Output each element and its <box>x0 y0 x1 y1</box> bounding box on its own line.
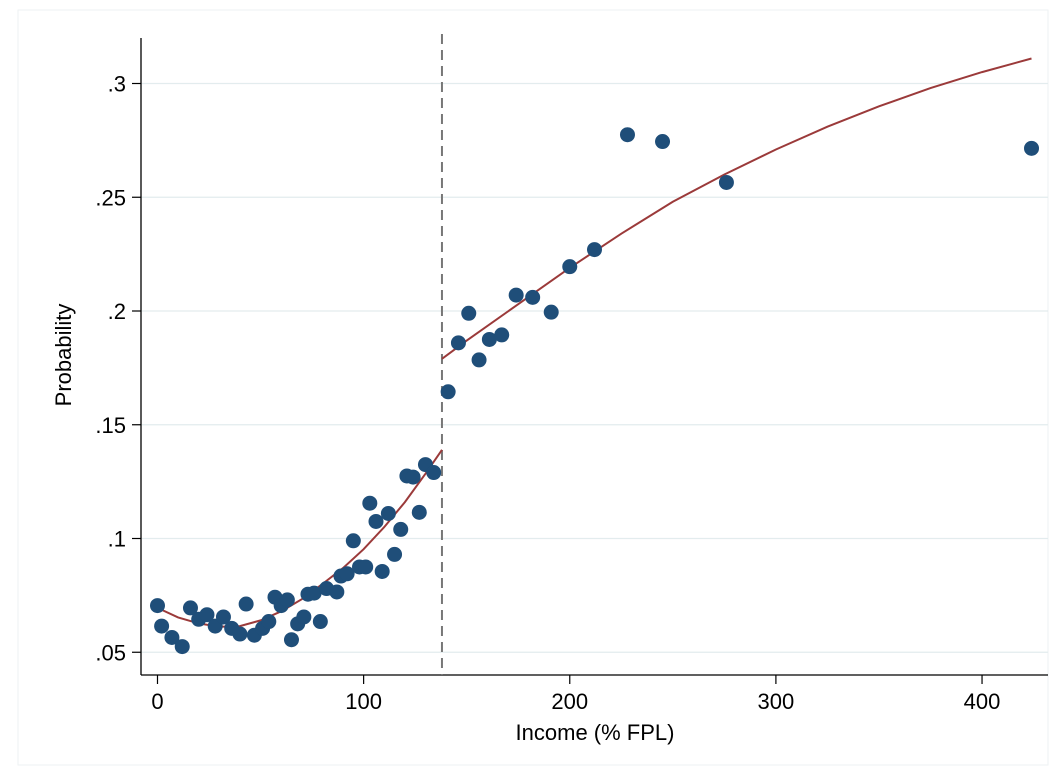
x-tick-label: 0 <box>151 689 163 714</box>
data-point <box>345 533 361 549</box>
data-point <box>339 566 355 582</box>
data-point <box>393 521 409 537</box>
data-point <box>543 304 559 320</box>
data-point <box>481 331 497 347</box>
axes: .05 .1 .15 .2 .25 .3 0 100 200 300 400 <box>95 38 1048 714</box>
x-axis-title: Income (% FPL) <box>516 720 675 745</box>
y-tick-label: .25 <box>95 185 126 210</box>
data-point <box>154 618 170 634</box>
data-point <box>182 600 198 616</box>
data-point <box>494 327 510 343</box>
data-point <box>296 609 312 625</box>
y-tick-label: .2 <box>108 299 126 324</box>
data-point <box>471 352 487 368</box>
x-tick-label: 400 <box>964 689 1001 714</box>
data-point <box>261 614 277 630</box>
x-tick-label: 100 <box>345 689 382 714</box>
y-tick-label: .15 <box>95 413 126 438</box>
chart-frame <box>17 9 1049 766</box>
x-tick-label: 300 <box>758 689 795 714</box>
data-point <box>461 305 477 321</box>
data-point <box>232 626 248 642</box>
data-point <box>329 584 345 600</box>
data-point <box>380 505 396 521</box>
data-point <box>718 174 734 190</box>
data-point <box>358 559 374 575</box>
fitted-lines <box>157 57 1032 628</box>
data-point <box>164 629 180 645</box>
data-point <box>279 592 295 608</box>
data-point <box>525 289 541 305</box>
data-point <box>587 242 602 258</box>
gridlines <box>141 82 1048 653</box>
data-point <box>362 495 378 511</box>
data-point <box>306 585 322 601</box>
data-point <box>619 127 635 143</box>
y-tick-label: .1 <box>108 527 126 552</box>
data-point <box>374 563 390 579</box>
y-tick-label: .3 <box>108 72 126 97</box>
data-point <box>238 596 254 612</box>
data-point <box>405 469 421 485</box>
fit-line-right <box>441 57 1032 360</box>
data-point <box>149 598 165 614</box>
data-point <box>312 614 328 630</box>
data-point <box>655 134 671 150</box>
data-point <box>411 504 427 520</box>
data-point <box>440 384 456 400</box>
data-point <box>508 287 524 303</box>
data-point <box>562 259 578 275</box>
data-point <box>368 513 384 529</box>
fit-line-left <box>157 449 443 628</box>
y-tick-label: .05 <box>95 640 126 665</box>
data-point <box>199 607 215 623</box>
y-axis-title: Probability <box>51 304 76 407</box>
x-tick-label: 200 <box>551 689 588 714</box>
data-point <box>450 335 466 351</box>
data-point <box>174 639 190 655</box>
data-point <box>215 609 231 625</box>
data-point <box>426 465 442 481</box>
data-point <box>1024 140 1040 156</box>
data-points <box>149 127 1040 655</box>
data-point <box>283 632 299 648</box>
data-point <box>387 546 403 562</box>
